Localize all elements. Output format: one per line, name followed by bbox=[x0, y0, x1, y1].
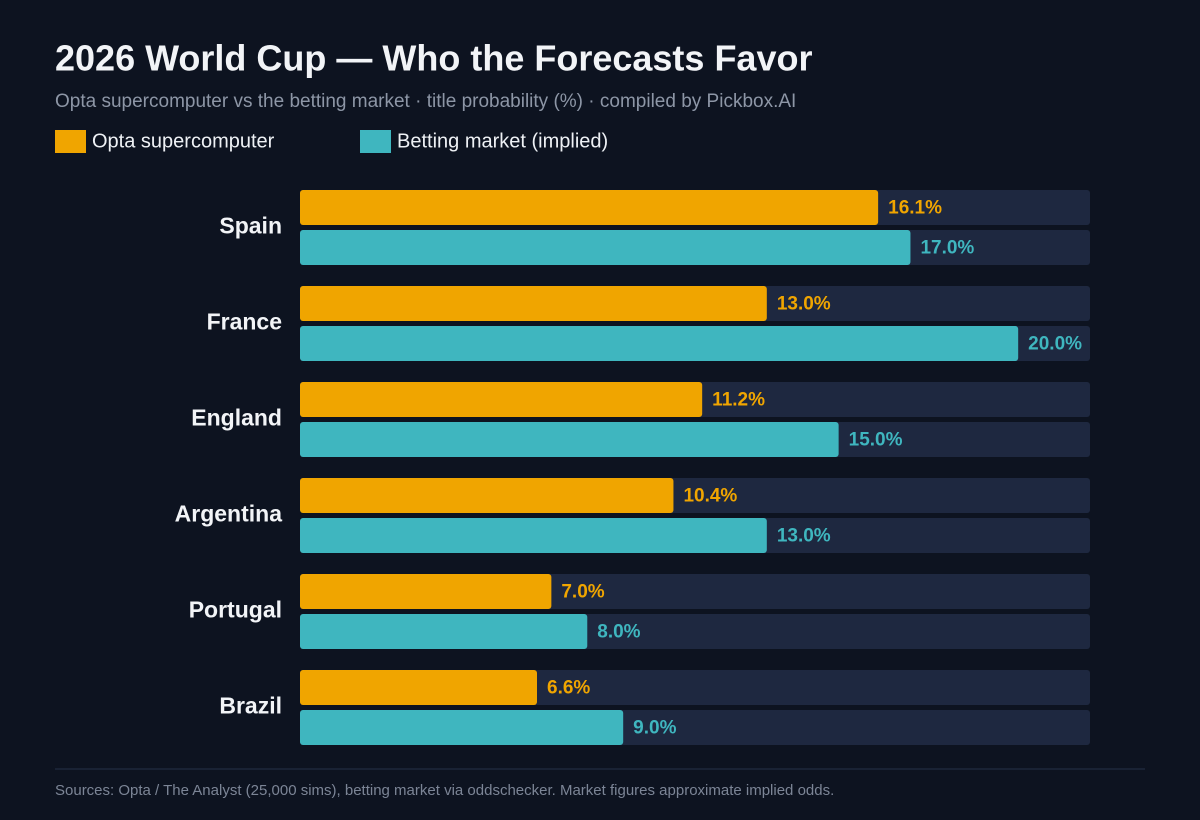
bar bbox=[300, 518, 767, 553]
bar bbox=[300, 422, 839, 457]
category-label: Spain bbox=[219, 213, 282, 239]
bar bbox=[300, 230, 911, 265]
bar bbox=[300, 670, 537, 705]
legend-swatch bbox=[55, 130, 86, 153]
value-label: 11.2% bbox=[712, 390, 765, 411]
bar bbox=[300, 286, 767, 321]
bar bbox=[300, 382, 703, 417]
bar bbox=[300, 574, 552, 609]
value-label: 6.6% bbox=[547, 678, 590, 699]
chart-subtitle: Opta supercomputer vs the betting market… bbox=[55, 91, 796, 112]
category-label: Brazil bbox=[219, 693, 282, 719]
category-label: Portugal bbox=[189, 597, 282, 623]
value-label: 8.0% bbox=[597, 622, 640, 643]
category-label: Argentina bbox=[175, 501, 283, 527]
legend-label: Opta supercomputer bbox=[92, 130, 275, 152]
value-label: 15.0% bbox=[849, 430, 903, 451]
bar bbox=[300, 478, 674, 513]
bar bbox=[300, 614, 588, 649]
category-label: France bbox=[207, 309, 282, 335]
value-label: 10.4% bbox=[683, 486, 737, 507]
value-label: 17.0% bbox=[920, 238, 974, 259]
category-label: England bbox=[191, 405, 282, 431]
bar bbox=[300, 710, 624, 745]
value-label: 13.0% bbox=[777, 526, 831, 547]
value-label: 16.1% bbox=[888, 198, 942, 219]
value-label: 9.0% bbox=[633, 718, 676, 739]
chart-title: 2026 World Cup — Who the Forecasts Favor bbox=[55, 38, 812, 79]
legend-label: Betting market (implied) bbox=[397, 130, 608, 152]
source-note: Sources: Opta / The Analyst (25,000 sims… bbox=[55, 782, 834, 799]
value-label: 7.0% bbox=[561, 582, 604, 603]
value-label: 20.0% bbox=[1028, 334, 1082, 355]
legend-swatch bbox=[360, 130, 391, 153]
bar bbox=[300, 326, 1019, 361]
bar bbox=[300, 190, 879, 225]
value-label: 13.0% bbox=[777, 294, 831, 315]
